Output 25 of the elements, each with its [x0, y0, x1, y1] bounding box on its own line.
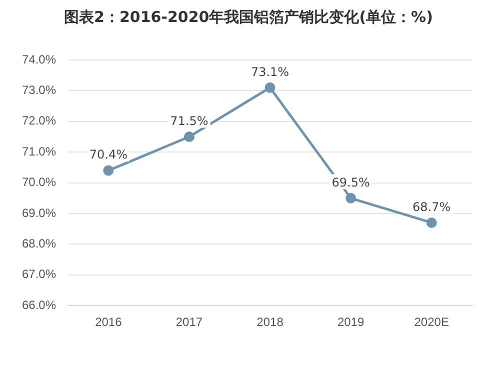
x-tick-label: 2016 [95, 315, 122, 330]
chart-title: 图表2：2016-2020年我国铝箔产销比变化(单位：%) [63, 8, 434, 27]
y-tick-label: 71.0% [22, 144, 56, 158]
text: 69.5% [332, 175, 370, 190]
y-tick-label: 66.0% [22, 298, 56, 312]
x-tick-label: 2020E [414, 315, 449, 330]
x-tick-label: 2017 [176, 315, 203, 330]
point [426, 217, 437, 228]
y-tick-label: 72.0% [22, 114, 56, 128]
y-tick-label: 74.0% [22, 52, 56, 66]
text: 68.7% [412, 200, 451, 214]
x-tick-label: 2019 [337, 315, 364, 330]
point [264, 82, 276, 93]
y-tick-label: 69.0% [22, 206, 56, 220]
y-tick-label: 68.0% [22, 236, 56, 251]
text: 73.1% [250, 64, 290, 79]
point [184, 132, 194, 142]
point [103, 165, 114, 176]
text: 70.4% [89, 148, 128, 162]
point [346, 192, 356, 204]
y-tick-label: 70.0% [22, 175, 56, 190]
x-tick-label: 2018 [256, 315, 284, 330]
y-tick-label: 73.0% [22, 83, 56, 98]
y-tick-label: 67.0% [22, 267, 56, 282]
text: 71.5% [170, 114, 208, 128]
